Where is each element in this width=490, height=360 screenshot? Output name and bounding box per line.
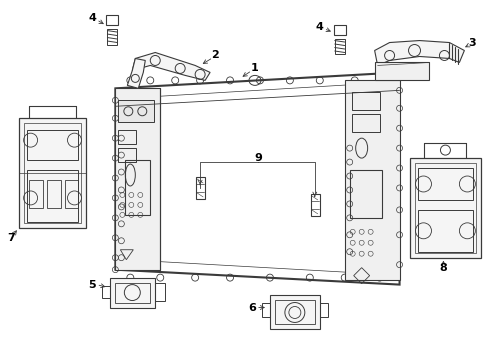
Text: 5: 5 [89, 280, 96, 289]
Bar [24, 123, 81, 223]
Bar [410, 158, 481, 258]
Polygon shape [132, 53, 210, 80]
Text: 8: 8 [440, 263, 447, 273]
Bar [417, 168, 473, 200]
Text: 2: 2 [211, 50, 219, 60]
Bar [334, 24, 346, 35]
Text: 3: 3 [468, 37, 476, 48]
Bar [65, 180, 78, 208]
Bar [350, 170, 382, 218]
Bar [352, 114, 380, 132]
Text: 1: 1 [251, 63, 259, 73]
Polygon shape [127, 58, 145, 88]
Bar [19, 118, 86, 228]
Bar [107, 28, 118, 45]
Bar [270, 294, 320, 329]
Bar [26, 130, 78, 160]
Bar [26, 170, 78, 222]
Bar [110, 278, 155, 307]
Bar [28, 180, 43, 208]
Bar [115, 88, 160, 270]
Bar [155, 283, 165, 301]
Bar [345, 80, 399, 280]
Bar [262, 302, 270, 318]
Bar [417, 210, 473, 252]
Bar [125, 160, 150, 215]
Bar [352, 92, 380, 110]
Bar [311, 194, 320, 216]
Bar [47, 180, 61, 208]
Bar [106, 15, 119, 24]
Text: 6: 6 [248, 302, 256, 312]
Bar [119, 148, 136, 162]
Bar [119, 100, 154, 122]
Polygon shape [375, 41, 465, 66]
Bar [375, 62, 429, 80]
Text: 9: 9 [254, 153, 262, 163]
Bar [320, 302, 328, 318]
Bar [275, 300, 315, 324]
Bar [119, 130, 136, 144]
Bar [115, 283, 150, 302]
Bar [102, 285, 110, 298]
Text: 7: 7 [7, 233, 15, 243]
Text: 4: 4 [316, 22, 324, 32]
Bar [335, 39, 345, 54]
Bar [196, 177, 205, 199]
Text: 4: 4 [89, 13, 97, 23]
Bar [415, 163, 476, 253]
